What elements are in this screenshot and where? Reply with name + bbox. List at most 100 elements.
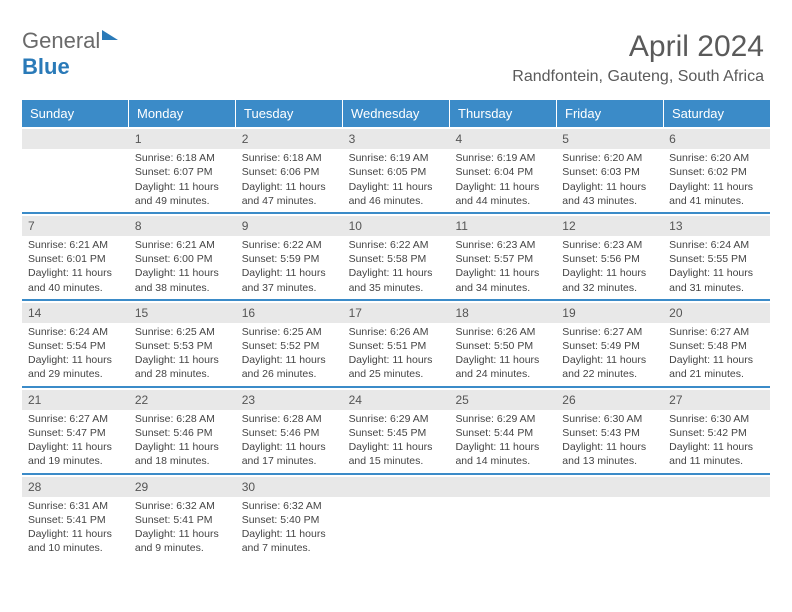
calendar-day: 15Sunrise: 6:25 AMSunset: 5:53 PMDayligh… bbox=[129, 301, 236, 386]
daylight-text: Daylight: 11 hours and 34 minutes. bbox=[455, 266, 550, 294]
daylight-text: Daylight: 11 hours and 15 minutes. bbox=[349, 440, 444, 468]
calendar-header-friday: Friday bbox=[557, 100, 664, 127]
sunset-text: Sunset: 5:49 PM bbox=[562, 339, 657, 353]
calendar-day: 14Sunrise: 6:24 AMSunset: 5:54 PMDayligh… bbox=[22, 301, 129, 386]
day-number bbox=[22, 129, 129, 149]
sunrise-text: Sunrise: 6:25 AM bbox=[242, 325, 337, 339]
sunset-text: Sunset: 5:55 PM bbox=[669, 252, 764, 266]
sunset-text: Sunset: 5:45 PM bbox=[349, 426, 444, 440]
brand-logo: General Blue bbox=[22, 28, 118, 80]
calendar-day: 10Sunrise: 6:22 AMSunset: 5:58 PMDayligh… bbox=[343, 214, 450, 299]
calendar-day: 24Sunrise: 6:29 AMSunset: 5:45 PMDayligh… bbox=[343, 388, 450, 473]
daylight-text: Daylight: 11 hours and 25 minutes. bbox=[349, 353, 444, 381]
day-number: 28 bbox=[22, 477, 129, 497]
daylight-text: Daylight: 11 hours and 18 minutes. bbox=[135, 440, 230, 468]
sunset-text: Sunset: 5:52 PM bbox=[242, 339, 337, 353]
calendar-day-empty bbox=[22, 127, 129, 212]
sunset-text: Sunset: 5:54 PM bbox=[28, 339, 123, 353]
calendar-day-empty bbox=[556, 475, 663, 560]
daylight-text: Daylight: 11 hours and 31 minutes. bbox=[669, 266, 764, 294]
day-number: 29 bbox=[129, 477, 236, 497]
sunrise-text: Sunrise: 6:24 AM bbox=[669, 238, 764, 252]
daylight-text: Daylight: 11 hours and 28 minutes. bbox=[135, 353, 230, 381]
sunset-text: Sunset: 5:50 PM bbox=[455, 339, 550, 353]
day-number: 16 bbox=[236, 303, 343, 323]
calendar-header-monday: Monday bbox=[129, 100, 236, 127]
calendar-day: 12Sunrise: 6:23 AMSunset: 5:56 PMDayligh… bbox=[556, 214, 663, 299]
day-number: 30 bbox=[236, 477, 343, 497]
sunrise-text: Sunrise: 6:31 AM bbox=[28, 499, 123, 513]
day-number: 10 bbox=[343, 216, 450, 236]
calendar-day: 22 Sunrise: 6:28 AMSunset: 5:46 PMDayligh… bbox=[129, 388, 236, 473]
calendar-header-sunday: Sunday bbox=[22, 100, 129, 127]
sunset-text: Sunset: 5:46 PM bbox=[135, 426, 230, 440]
brand-mark-icon bbox=[102, 30, 118, 40]
day-number: 18 bbox=[449, 303, 556, 323]
sunset-text: Sunset: 5:59 PM bbox=[242, 252, 337, 266]
calendar-day-empty bbox=[663, 475, 770, 560]
day-number bbox=[556, 477, 663, 497]
calendar-day: 9Sunrise: 6:22 AMSunset: 5:59 PMDaylight… bbox=[236, 214, 343, 299]
calendar-day: 20Sunrise: 6:27 AMSunset: 5:48 PMDayligh… bbox=[663, 301, 770, 386]
sunset-text: Sunset: 6:06 PM bbox=[242, 165, 337, 179]
daylight-text: Daylight: 11 hours and 46 minutes. bbox=[349, 180, 444, 208]
sunrise-text: Sunrise: 6:28 AM bbox=[135, 412, 230, 426]
page-title: April 2024 bbox=[629, 30, 764, 64]
calendar-day: 16Sunrise: 6:25 AMSunset: 5:52 PMDayligh… bbox=[236, 301, 343, 386]
calendar-day-empty bbox=[343, 475, 450, 560]
calendar-day: 2Sunrise: 6:18 AMSunset: 6:06 PMDaylight… bbox=[236, 127, 343, 212]
calendar-day: 30Sunrise: 6:32 AMSunset: 5:40 PMDayligh… bbox=[236, 475, 343, 560]
sunrise-text: Sunrise: 6:27 AM bbox=[562, 325, 657, 339]
sunrise-text: Sunrise: 6:22 AM bbox=[242, 238, 337, 252]
daylight-text: Daylight: 11 hours and 9 minutes. bbox=[135, 527, 230, 555]
day-number: 11 bbox=[449, 216, 556, 236]
daylight-text: Daylight: 11 hours and 32 minutes. bbox=[562, 266, 657, 294]
day-number: 23 bbox=[236, 390, 343, 410]
calendar-day: 19Sunrise: 6:27 AMSunset: 5:49 PMDayligh… bbox=[556, 301, 663, 386]
sunrise-text: Sunrise: 6:18 AM bbox=[242, 151, 337, 165]
sunrise-text: Sunrise: 6:32 AM bbox=[135, 499, 230, 513]
page-subtitle: Randfontein, Gauteng, South Africa bbox=[512, 68, 764, 86]
sunrise-text: Sunrise: 6:30 AM bbox=[669, 412, 764, 426]
sunrise-text: Sunrise: 6:27 AM bbox=[669, 325, 764, 339]
calendar-day-empty bbox=[449, 475, 556, 560]
calendar-day: 25Sunrise: 6:29 AMSunset: 5:44 PMDayligh… bbox=[449, 388, 556, 473]
sunrise-text: Sunrise: 6:32 AM bbox=[242, 499, 337, 513]
day-number: 1 bbox=[129, 129, 236, 149]
calendar-day: 18Sunrise: 6:26 AMSunset: 5:50 PMDayligh… bbox=[449, 301, 556, 386]
day-number: 6 bbox=[663, 129, 770, 149]
daylight-text: Daylight: 11 hours and 35 minutes. bbox=[349, 266, 444, 294]
daylight-text: Daylight: 11 hours and 44 minutes. bbox=[455, 180, 550, 208]
sunrise-text: Sunrise: 6:22 AM bbox=[349, 238, 444, 252]
day-number: 13 bbox=[663, 216, 770, 236]
day-number: 17 bbox=[343, 303, 450, 323]
sunset-text: Sunset: 5:53 PM bbox=[135, 339, 230, 353]
sunset-text: Sunset: 6:02 PM bbox=[669, 165, 764, 179]
daylight-text: Daylight: 11 hours and 40 minutes. bbox=[28, 266, 123, 294]
calendar-day: 8Sunrise: 6:21 AMSunset: 6:00 PMDaylight… bbox=[129, 214, 236, 299]
sunrise-text: Sunrise: 6:23 AM bbox=[455, 238, 550, 252]
calendar-header-saturday: Saturday bbox=[664, 100, 770, 127]
day-number: 25 bbox=[449, 390, 556, 410]
sunset-text: Sunset: 5:47 PM bbox=[28, 426, 123, 440]
daylight-text: Daylight: 11 hours and 17 minutes. bbox=[242, 440, 337, 468]
day-number: 22 bbox=[129, 390, 236, 410]
sunrise-text: Sunrise: 6:19 AM bbox=[349, 151, 444, 165]
sunrise-text: Sunrise: 6:30 AM bbox=[562, 412, 657, 426]
calendar-day: 11Sunrise: 6:23 AMSunset: 5:57 PMDayligh… bbox=[449, 214, 556, 299]
sunrise-text: Sunrise: 6:26 AM bbox=[455, 325, 550, 339]
calendar-day: 6Sunrise: 6:20 AMSunset: 6:02 PMDaylight… bbox=[663, 127, 770, 212]
calendar-day: 7Sunrise: 6:21 AMSunset: 6:01 PMDaylight… bbox=[22, 214, 129, 299]
sunset-text: Sunset: 6:07 PM bbox=[135, 165, 230, 179]
sunrise-text: Sunrise: 6:25 AM bbox=[135, 325, 230, 339]
sunrise-text: Sunrise: 6:24 AM bbox=[28, 325, 123, 339]
calendar-day: 27Sunrise: 6:30 AMSunset: 5:42 PMDayligh… bbox=[663, 388, 770, 473]
daylight-text: Daylight: 11 hours and 47 minutes. bbox=[242, 180, 337, 208]
day-number: 19 bbox=[556, 303, 663, 323]
day-number: 12 bbox=[556, 216, 663, 236]
calendar-week: 14Sunrise: 6:24 AMSunset: 5:54 PMDayligh… bbox=[22, 301, 770, 388]
sunrise-text: Sunrise: 6:28 AM bbox=[242, 412, 337, 426]
daylight-text: Daylight: 11 hours and 10 minutes. bbox=[28, 527, 123, 555]
daylight-text: Daylight: 11 hours and 49 minutes. bbox=[135, 180, 230, 208]
sunset-text: Sunset: 6:00 PM bbox=[135, 252, 230, 266]
